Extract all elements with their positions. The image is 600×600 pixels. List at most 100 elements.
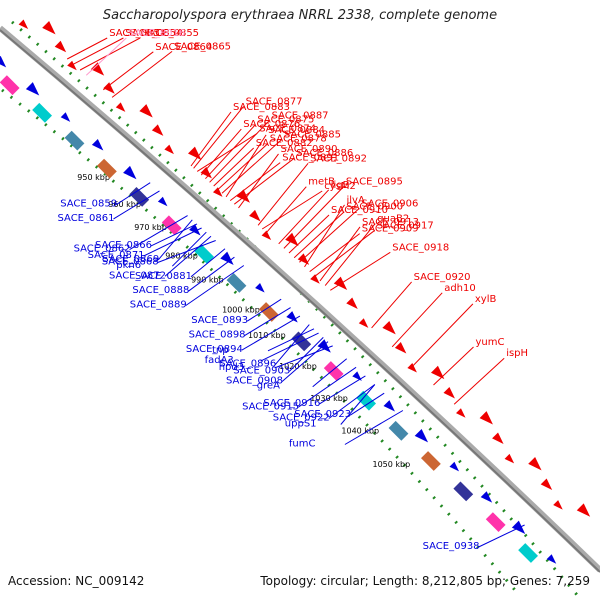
gene-label: adh10 — [444, 283, 476, 294]
gene-block — [0, 75, 20, 96]
gene-label: SACE_0866 — [95, 240, 152, 251]
gene-arrow — [414, 428, 429, 443]
gene-block — [485, 512, 506, 532]
leader-line — [319, 375, 366, 405]
leader-line — [157, 240, 216, 263]
gene-label: guaB2 — [377, 214, 409, 225]
gene-label: SACE_0895 — [346, 176, 403, 187]
leader-line — [433, 346, 474, 386]
leader-line — [73, 37, 124, 65]
gene-arrow — [123, 165, 137, 180]
backbone — [0, 25, 600, 573]
leader-line — [113, 190, 160, 220]
leader-line — [299, 207, 360, 263]
gene-label: SACE_0890 — [281, 144, 338, 155]
leader-line — [297, 366, 357, 408]
gene-label: SACE_0888 — [132, 285, 189, 296]
gene-label: SACE_0916 — [263, 398, 320, 409]
gene-arrow — [394, 341, 407, 354]
leader-line — [265, 186, 307, 234]
gene-arrow — [139, 104, 153, 118]
gene-label: SACE_0915 — [242, 401, 299, 412]
gene-block — [226, 273, 247, 293]
gene-block — [259, 302, 279, 322]
gene-label: SACE_0909 — [362, 224, 419, 235]
gene-arrow — [553, 500, 563, 510]
gene-arrow — [430, 365, 445, 380]
gene-label: SACE_0918 — [392, 242, 449, 253]
gene-block — [129, 187, 150, 207]
gene-label: SACE_0900 — [346, 202, 403, 213]
gene-label: SACE_0871 — [88, 250, 145, 261]
tick-label: 1050 kbp — [373, 460, 411, 469]
gene-arrow — [317, 339, 331, 353]
tick-label: 950 kbp — [77, 173, 110, 182]
gene-arrow — [346, 297, 358, 309]
leader-line — [225, 134, 267, 198]
gene-label: SACE_0854 — [125, 28, 182, 39]
gene-label: SACE_0906 — [361, 198, 418, 209]
leader-line — [217, 143, 269, 190]
map-title: Saccharopolyspora erythraea NRRL 2338, c… — [102, 8, 498, 23]
gene-arrow — [103, 82, 115, 94]
leader-line — [200, 128, 242, 176]
gene-label: SACE_0889 — [130, 300, 187, 311]
leader-line — [115, 182, 151, 206]
leader-line — [111, 51, 173, 98]
gene-arrow — [54, 40, 67, 53]
leader-line — [171, 231, 207, 267]
gene-arrow — [504, 453, 515, 464]
gene-label: SACE_0862 — [74, 244, 131, 255]
tick-label: 1040 kbp — [341, 426, 379, 435]
leader-line — [164, 235, 212, 277]
gene-label: uppS1 — [285, 419, 317, 430]
gene-arrow — [187, 146, 202, 160]
leader-line — [309, 233, 361, 272]
leader-line — [79, 37, 141, 71]
leader-line — [233, 157, 295, 205]
gene-label: SACE_0886 — [296, 148, 353, 159]
gene-arrow — [286, 311, 298, 323]
leader-line — [188, 256, 235, 292]
leader-line — [244, 307, 291, 337]
gene-arrow — [480, 491, 493, 503]
gene-label: hpd3 — [219, 362, 244, 373]
gene-arrow — [383, 400, 395, 412]
leader-line — [453, 357, 505, 405]
leader-line — [288, 214, 330, 254]
gene-label: SACE_0887 — [272, 110, 329, 121]
leader-line — [260, 332, 319, 362]
leader-line — [391, 292, 443, 348]
leader-line — [229, 162, 281, 201]
gene-arrow — [60, 112, 71, 122]
leader-line — [283, 186, 345, 249]
gene-label: SACE_0903 — [233, 365, 290, 376]
gene-label: SACE_0865 — [174, 41, 231, 52]
gene-arrow — [90, 62, 105, 76]
gene-arrow — [382, 320, 396, 335]
leader-line — [371, 281, 412, 329]
gene-label: fumC — [289, 439, 316, 450]
leader-line — [257, 162, 309, 226]
gene-label: SACE_0882 — [256, 138, 313, 149]
gene-arrow — [576, 503, 591, 517]
leader-line — [340, 384, 376, 425]
gene-label: SACE_0908 — [226, 376, 283, 387]
leader-line — [412, 303, 474, 367]
leader-line — [312, 358, 348, 388]
gene-label: SACE_0884 — [268, 125, 325, 136]
gene-label: SACE_0861 — [58, 213, 115, 224]
gene-block — [453, 481, 474, 502]
gene-label: metB — [308, 177, 335, 188]
left-leader-lines: SACE_0859SACE_0861SACE_0862SACE_0869SACE… — [58, 182, 525, 552]
leader-line — [304, 204, 345, 268]
gene-arrow — [67, 60, 77, 71]
gene-arrow — [200, 166, 212, 179]
gene-label: tnp — [212, 345, 229, 356]
gene-arrow — [212, 187, 223, 197]
gene-arrow — [189, 223, 201, 236]
gene-label: SACE_0883 — [233, 102, 290, 113]
leader-line — [274, 324, 310, 365]
leader-line — [288, 337, 324, 372]
